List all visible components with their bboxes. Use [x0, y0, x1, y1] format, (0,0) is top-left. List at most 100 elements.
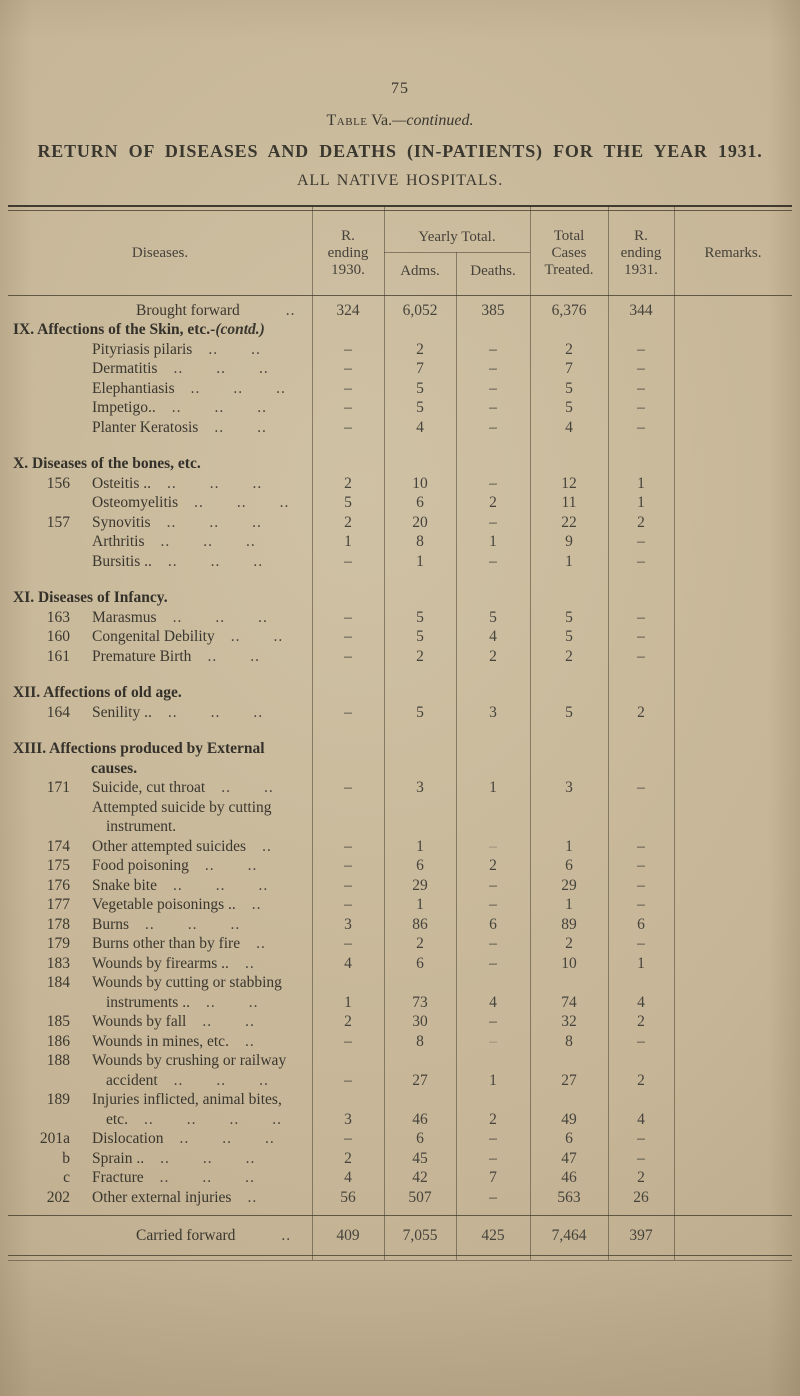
column-header-line: R. [634, 228, 648, 244]
value-cell-total-cases: 5 [565, 628, 573, 646]
disease-label: Food poisoning [92, 857, 189, 875]
disease-label: Arthritis [92, 533, 145, 551]
report-title: RETURN OF DISEASES AND DEATHS (IN-PATIEN… [37, 141, 763, 161]
value-cell-deaths: 385 [481, 301, 505, 319]
table-row: 174 Other attempted suicides.. – 1 – 1 – [8, 837, 792, 857]
row-index: 160 [46, 628, 70, 646]
value-cell-r-ending-1930: – [344, 703, 352, 721]
value-cell-deaths: 5 [489, 608, 497, 626]
dot-leader: .. .. .. [173, 360, 269, 378]
value-cell-r-ending-1931: – [637, 647, 645, 665]
value-cell-deaths: – [489, 1188, 497, 1206]
carried-forward-row: Carried forward.. 409 7,055 425 7,464 39… [8, 1217, 792, 1255]
section-heading: X. Diseases of the bones, etc. [13, 455, 201, 473]
value-cell-deaths: 2 [489, 647, 497, 665]
disease-cell: 189 Injuries inflicted, animal bites, [8, 1091, 312, 1109]
disease-cell: 185 Wounds by fall .. .. [8, 1013, 312, 1031]
disease-cell: accident .. .. .. [8, 1072, 312, 1090]
table-row: 179 Burns other than by fire.. – 2 – 2 – [8, 935, 792, 955]
dot-leader: .. .. .. [173, 876, 269, 894]
value-cell-r-ending-1931: – [637, 1032, 645, 1050]
carried-forward-label: Carried forward [136, 1227, 236, 1244]
column-divider [674, 205, 675, 1260]
value-cell-r-ending-1931: 397 [629, 1227, 653, 1244]
value-cell-admissions: 20 [412, 513, 428, 531]
value-cell-r-ending-1931: – [637, 340, 645, 358]
value-cell-r-ending-1930: – [344, 340, 352, 358]
disease-cell: 183 Wounds by firearms .... [8, 955, 312, 973]
disease-cell: 202 Other external injuries.. [8, 1189, 312, 1207]
table-row [8, 723, 792, 740]
disease-label: Wounds by cutting or stabbing [92, 974, 282, 992]
value-cell-r-ending-1930: 1 [344, 533, 352, 551]
value-cell-deaths: – [489, 340, 497, 358]
row-index: 174 [46, 837, 70, 855]
value-cell-r-ending-1930: 5 [344, 494, 352, 512]
value-cell-r-ending-1930: – [344, 1032, 352, 1050]
disease-cell: 175 Food poisoning .. .. [8, 857, 312, 875]
row-index: 188 [46, 1052, 70, 1070]
disease-label: instrument. [106, 818, 177, 836]
value-cell-admissions: 1 [416, 896, 424, 914]
disease-cell: 161 Premature Birth .. .. [8, 648, 312, 666]
section-heading: IX. Affections of the Skin, etc.- [13, 321, 216, 339]
value-cell-admissions: 507 [408, 1188, 432, 1206]
value-cell-total-cases: 46 [561, 1169, 577, 1187]
value-cell-deaths: – [489, 1130, 497, 1148]
section-row: IX. Affections of the Skin, etc.-(contd.… [8, 321, 792, 341]
column-header-remarks: Remarks. [704, 245, 762, 261]
value-cell-deaths: – [489, 474, 497, 492]
table-row: 163 Marasmus .. .. .. – 5 5 5 – [8, 608, 792, 628]
table-row: 186 Wounds in mines, etc... – 8 – 8 – [8, 1032, 792, 1052]
table-row: Bursitis .. .. .. .. – 1 – 1 – [8, 552, 792, 572]
dot-leader: .. .. .. [179, 1130, 275, 1148]
value-cell-total-cases: 1 [565, 837, 573, 855]
dot-leader: .. .. [230, 628, 284, 646]
table-body: Brought forward.. 324 6,052 385 6,376 344 IX. … [8, 295, 792, 1208]
value-cell-deaths: 1 [489, 533, 497, 551]
dot-leader: .. .. .. [160, 533, 256, 551]
yearly-total-underline [384, 252, 530, 253]
row-index: 201a [39, 1130, 70, 1148]
dot-leader: .. .. [207, 647, 260, 665]
value-cell-r-ending-1931: 344 [629, 301, 653, 319]
disease-label: Burns other than by fire [92, 935, 241, 953]
value-cell-total-cases: 47 [561, 1149, 577, 1167]
dot-leader: .. .. [221, 779, 274, 797]
value-cell-total-cases: 2 [565, 935, 573, 953]
value-cell-deaths: 6 [489, 915, 497, 933]
section-heading: XIII. Affections produced by External [13, 740, 265, 758]
value-cell-r-ending-1931: 2 [637, 1071, 645, 1089]
value-cell-r-ending-1931: 26 [633, 1188, 649, 1206]
table-row [8, 438, 792, 455]
column-divider [608, 205, 609, 1260]
column-header-line: Total [553, 228, 585, 244]
table-row: 188 Wounds by crushing or railway [8, 1052, 792, 1072]
value-cell-r-ending-1931: 6 [637, 915, 645, 933]
value-cell-r-ending-1930: – [344, 379, 352, 397]
dot-leader: .. .. .. [190, 379, 286, 397]
value-cell-admissions: 5 [416, 399, 424, 417]
table-row: 178 Burns .. .. .. 3 86 6 89 6 [8, 915, 792, 935]
value-cell-admissions: 7,055 [402, 1227, 438, 1244]
column-header-diseases: Diseases. [131, 245, 189, 261]
value-cell-admissions: 1 [416, 837, 424, 855]
disease-cell: 174 Other attempted suicides.. [8, 838, 312, 856]
disease-label: Wounds by fall [92, 1013, 187, 1031]
value-cell-admissions: 30 [412, 1013, 428, 1031]
value-cell-total-cases: 1 [565, 896, 573, 914]
disease-label: Pityriasis pilaris [92, 340, 193, 358]
value-cell-deaths: 425 [481, 1227, 505, 1244]
dot-leader: .. [244, 954, 255, 972]
value-cell-r-ending-1930: – [344, 837, 352, 855]
disease-cell: XIII. Affections produced by External [8, 740, 312, 758]
value-cell-total-cases: 27 [561, 1071, 577, 1089]
table-row: 185 Wounds by fall .. .. 2 30 – 32 2 [8, 1013, 792, 1033]
dot-leader: .. [262, 837, 272, 855]
table-caption-word: Table [326, 112, 368, 129]
dot-leader: .. .. [208, 340, 261, 358]
value-cell-r-ending-1930: – [344, 779, 352, 797]
disease-label: instruments .. [106, 993, 190, 1011]
value-cell-admissions: 6 [416, 494, 424, 512]
table-top-rule [8, 205, 792, 207]
